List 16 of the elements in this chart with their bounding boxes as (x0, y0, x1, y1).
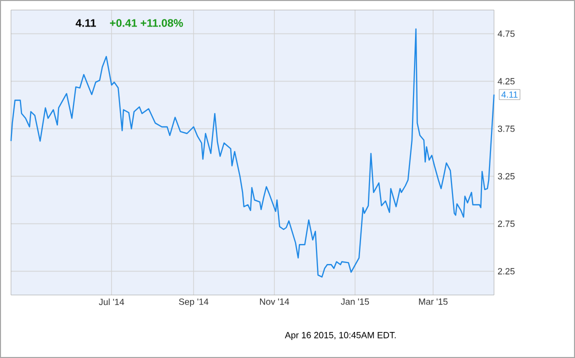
annotation: 4.11 (501, 91, 518, 98)
text: 4.11 (76, 19, 96, 27)
y-tick-label: 4.25 (498, 78, 515, 84)
x-tick-label: Nov '14 (260, 298, 290, 305)
y-tick-label: 2.75 (498, 220, 515, 227)
y-tick-label: 3.75 (498, 126, 515, 132)
y-tick-label: 2.25 (498, 268, 515, 274)
text: +0.41 +11.08% (110, 19, 183, 27)
x-tick-label: Jul '14 (98, 298, 124, 306)
line-series (10, 28, 495, 278)
x-tick-label: Mar '15 (419, 298, 448, 305)
text: Apr 16 2015, 10:45AM EDT. (284, 332, 396, 340)
y-tick-label: 4.75 (498, 30, 515, 37)
x-tick-label: Sep '14 (178, 298, 208, 307)
x-tick-label: Jan '15 (340, 298, 369, 305)
y-tick-label: 3.25 (498, 173, 515, 180)
